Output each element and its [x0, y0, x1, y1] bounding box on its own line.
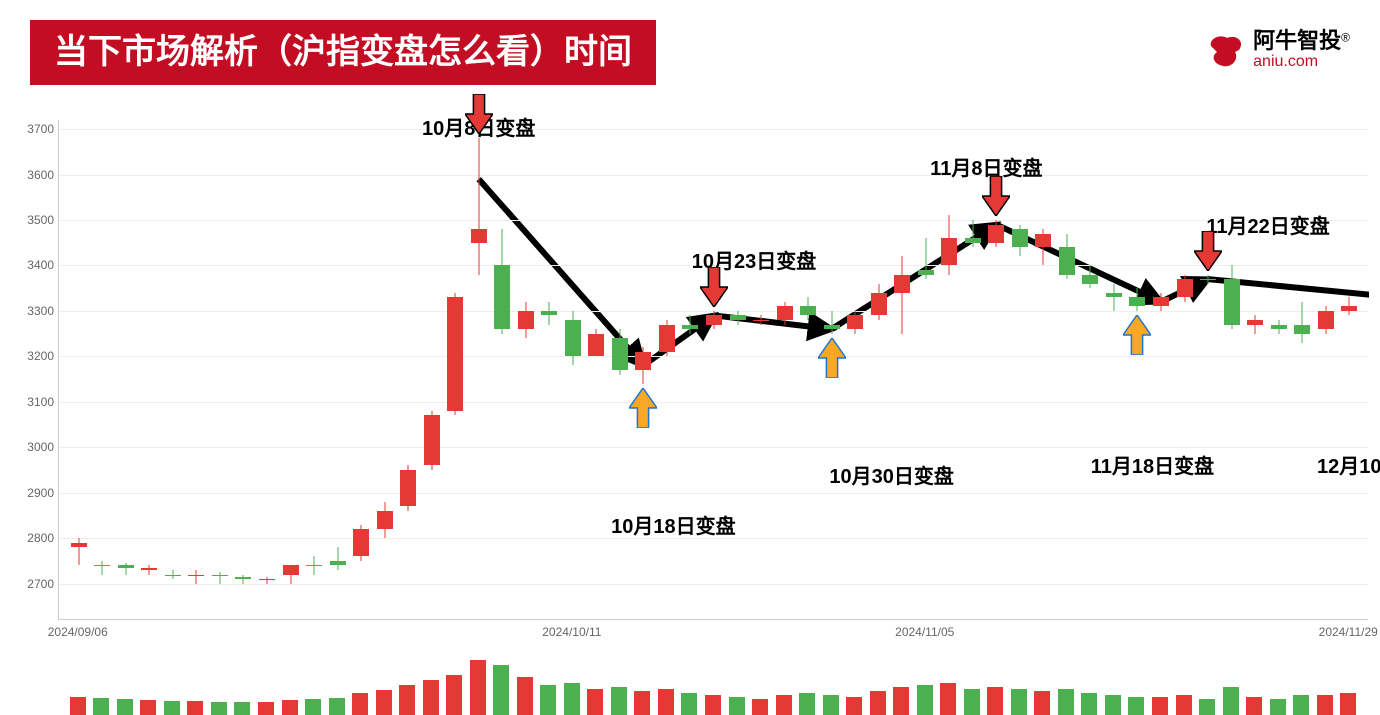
plot-area: 10月8日变盘10月18日变盘10月23日变盘10月30日变盘11月8日变盘11…	[58, 120, 1368, 620]
volume-bar	[70, 697, 86, 715]
y-tick-label: 3400	[10, 258, 54, 272]
volume-bar	[776, 695, 792, 715]
y-tick-label: 3500	[10, 213, 54, 227]
volume-bars	[58, 655, 1368, 715]
volume-bar	[1105, 695, 1121, 715]
down-arrow-icon	[982, 176, 1010, 221]
volume-bar	[187, 701, 203, 715]
volume-bar	[399, 685, 415, 715]
down-arrow-icon	[1194, 231, 1222, 276]
volume-bar	[446, 675, 462, 715]
y-tick-label: 3200	[10, 349, 54, 363]
x-tick-label: 2024/11/29	[1319, 625, 1378, 639]
up-arrow-icon	[1123, 315, 1151, 360]
annotation-label: 12月10日变盘	[1317, 450, 1380, 479]
volume-bar	[517, 677, 533, 715]
volume-bar	[705, 695, 721, 715]
volume-bar	[1152, 697, 1168, 715]
volume-bar	[376, 690, 392, 715]
y-axis: 2700 2800 2900 3000 3100 3200 3300 3400 3500 3600…	[10, 120, 56, 620]
volume-bar	[1246, 697, 1262, 715]
logo-icon	[1203, 28, 1247, 72]
y-tick-label: 3700	[10, 122, 54, 136]
logo-reg-icon: ®	[1341, 31, 1350, 45]
candlestick-chart: 2700 2800 2900 3000 3100 3200 3300 3400 3500 3600…	[10, 120, 1370, 700]
page-title: 当下市场解析（沪指变盘怎么看）时间	[30, 20, 656, 85]
volume-bar	[211, 702, 227, 715]
volume-bar	[1199, 699, 1215, 715]
up-arrow-icon	[818, 338, 846, 383]
volume-bar	[681, 693, 697, 715]
down-arrow-icon	[700, 267, 728, 312]
volume-bar	[1340, 693, 1356, 715]
volume-bar	[470, 660, 486, 715]
annotation-label: 10月30日变盘	[829, 460, 954, 489]
volume-bar	[1034, 691, 1050, 715]
volume-bar	[164, 701, 180, 715]
volume-bar	[1081, 693, 1097, 715]
volume-bar	[611, 687, 627, 715]
volume-bar	[752, 699, 768, 715]
y-tick-label: 2900	[10, 486, 54, 500]
y-tick-label: 3300	[10, 304, 54, 318]
annotation-label: 10月18日变盘	[611, 510, 736, 539]
volume-bar	[1058, 689, 1074, 715]
volume-bar	[305, 699, 321, 715]
logo-brand-text: 阿牛智投	[1253, 28, 1341, 53]
volume-bar	[729, 697, 745, 715]
volume-bar	[1317, 695, 1333, 715]
volume-bar	[329, 698, 345, 715]
volume-bar	[540, 685, 556, 715]
volume-bar	[917, 685, 933, 715]
volume-bar	[870, 691, 886, 715]
volume-bar	[1128, 697, 1144, 715]
annotation-label: 11月22日变盘	[1206, 210, 1329, 239]
volume-bar	[1293, 695, 1309, 715]
volume-bar	[799, 693, 815, 715]
volume-bar	[140, 700, 156, 715]
volume-bar	[352, 693, 368, 715]
volume-bar	[1176, 695, 1192, 715]
volume-bar	[117, 699, 133, 715]
up-arrow-icon	[629, 388, 657, 433]
annotation-label: 11月18日变盘	[1091, 450, 1214, 479]
volume-bar	[1223, 687, 1239, 715]
volume-bar	[893, 687, 909, 715]
x-tick-label: 2024/10/11	[542, 625, 601, 639]
volume-bar	[1011, 689, 1027, 715]
trend-arrows-layer	[59, 120, 1369, 620]
volume-bar	[987, 687, 1003, 715]
logo-url-text: aniu.com	[1253, 53, 1350, 71]
volume-bar	[493, 665, 509, 715]
volume-bar	[258, 702, 274, 715]
volume-bar	[940, 683, 956, 715]
volume-bar	[964, 689, 980, 715]
y-tick-label: 2800	[10, 531, 54, 545]
volume-bar	[634, 691, 650, 715]
volume-bar	[282, 700, 298, 715]
x-tick-label: 2024/09/06	[48, 625, 108, 639]
volume-bar	[587, 689, 603, 715]
volume-bar	[93, 698, 109, 715]
volume-bar	[423, 680, 439, 715]
volume-bar	[234, 702, 250, 715]
x-tick-label: 2024/11/05	[895, 625, 954, 639]
down-arrow-icon	[465, 94, 493, 139]
brand-logo: 阿牛智投® aniu.com	[1203, 28, 1350, 72]
volume-bar	[846, 697, 862, 715]
volume-bar	[658, 689, 674, 715]
y-tick-label: 3100	[10, 395, 54, 409]
y-tick-label: 2700	[10, 577, 54, 591]
volume-bar	[1270, 699, 1286, 715]
y-tick-label: 3600	[10, 168, 54, 182]
volume-bar	[823, 695, 839, 715]
volume-bar	[564, 683, 580, 715]
y-tick-label: 3000	[10, 440, 54, 454]
